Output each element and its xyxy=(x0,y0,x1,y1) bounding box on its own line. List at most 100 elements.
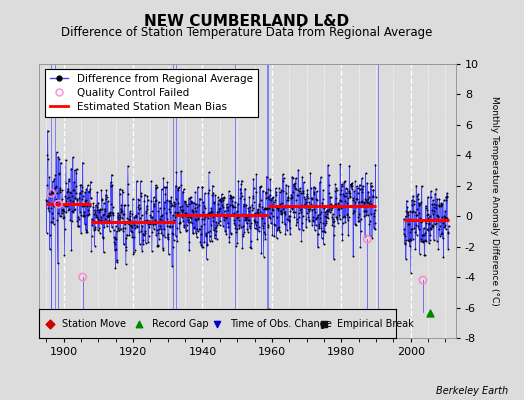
Point xyxy=(290,208,299,215)
Point xyxy=(424,227,433,233)
Point xyxy=(139,240,147,247)
Point xyxy=(423,212,431,218)
Point xyxy=(243,213,251,220)
Point xyxy=(116,226,125,233)
Point xyxy=(250,217,258,223)
Point xyxy=(296,187,304,194)
Point xyxy=(255,202,264,209)
Point xyxy=(322,220,331,226)
Point xyxy=(351,202,359,208)
Point xyxy=(278,200,286,206)
Point xyxy=(139,232,148,238)
Point xyxy=(263,205,271,211)
Point xyxy=(78,196,86,202)
Point xyxy=(181,210,190,216)
Point xyxy=(279,171,287,178)
Point xyxy=(159,245,167,252)
Point xyxy=(225,201,234,208)
Point xyxy=(348,194,357,201)
Point xyxy=(147,214,155,220)
Point xyxy=(303,195,312,201)
Point xyxy=(292,219,301,226)
Point xyxy=(220,216,228,223)
Point xyxy=(147,178,156,184)
Point xyxy=(189,229,198,236)
Point xyxy=(201,190,209,196)
Point xyxy=(156,205,164,211)
Point xyxy=(237,181,245,188)
Point xyxy=(92,214,100,221)
Point xyxy=(158,217,166,224)
Point xyxy=(207,208,215,214)
Point xyxy=(423,194,432,200)
Point xyxy=(169,212,177,218)
Point xyxy=(56,187,64,193)
Point xyxy=(244,217,253,223)
Point xyxy=(162,197,171,204)
Point xyxy=(52,149,61,156)
Point xyxy=(270,202,278,208)
Point xyxy=(333,187,341,193)
Point xyxy=(252,171,260,178)
Point xyxy=(292,175,300,181)
Point xyxy=(136,215,144,221)
Point xyxy=(76,182,84,188)
Point xyxy=(176,204,184,210)
Point xyxy=(437,231,445,237)
Point xyxy=(247,213,256,219)
Point xyxy=(264,221,272,228)
Point xyxy=(286,225,294,231)
Point xyxy=(432,186,440,192)
Point xyxy=(222,215,231,221)
Point xyxy=(300,202,309,208)
Point xyxy=(228,211,236,217)
Point xyxy=(256,184,264,190)
Point xyxy=(409,192,417,199)
Point xyxy=(87,248,95,254)
Point xyxy=(196,238,205,245)
Point xyxy=(407,270,415,276)
Point xyxy=(167,202,176,209)
Point xyxy=(302,216,311,222)
Point xyxy=(372,161,380,168)
Point xyxy=(404,212,412,218)
Point xyxy=(199,244,207,250)
Point xyxy=(84,201,93,207)
Point xyxy=(181,199,189,205)
Point xyxy=(258,204,267,210)
Point xyxy=(431,202,440,208)
Point xyxy=(75,216,83,223)
Point xyxy=(88,222,96,228)
Point xyxy=(419,239,427,246)
Point xyxy=(50,176,59,182)
Text: NEW CUMBERLAND L&D: NEW CUMBERLAND L&D xyxy=(144,14,349,29)
Point xyxy=(126,208,135,214)
Point xyxy=(335,197,344,203)
Point xyxy=(246,244,255,251)
Point xyxy=(83,212,91,218)
Point xyxy=(414,199,423,206)
Point xyxy=(119,211,127,218)
Point xyxy=(442,196,451,203)
Point xyxy=(95,230,104,236)
Point xyxy=(429,223,438,230)
Point xyxy=(115,227,123,233)
Point xyxy=(312,214,320,221)
Point xyxy=(370,206,379,213)
Point xyxy=(326,202,334,208)
Point xyxy=(215,208,223,214)
Point xyxy=(232,243,240,250)
Point xyxy=(169,310,177,316)
Point xyxy=(48,190,57,196)
Point xyxy=(298,174,307,180)
Point xyxy=(355,218,363,224)
Point xyxy=(67,165,75,172)
Point xyxy=(74,223,83,229)
Point xyxy=(348,183,356,190)
Point xyxy=(46,320,54,327)
Point xyxy=(67,190,75,196)
Point xyxy=(92,202,100,209)
Text: Berkeley Earth: Berkeley Earth xyxy=(436,386,508,396)
Point xyxy=(412,212,421,218)
Point xyxy=(323,211,332,217)
